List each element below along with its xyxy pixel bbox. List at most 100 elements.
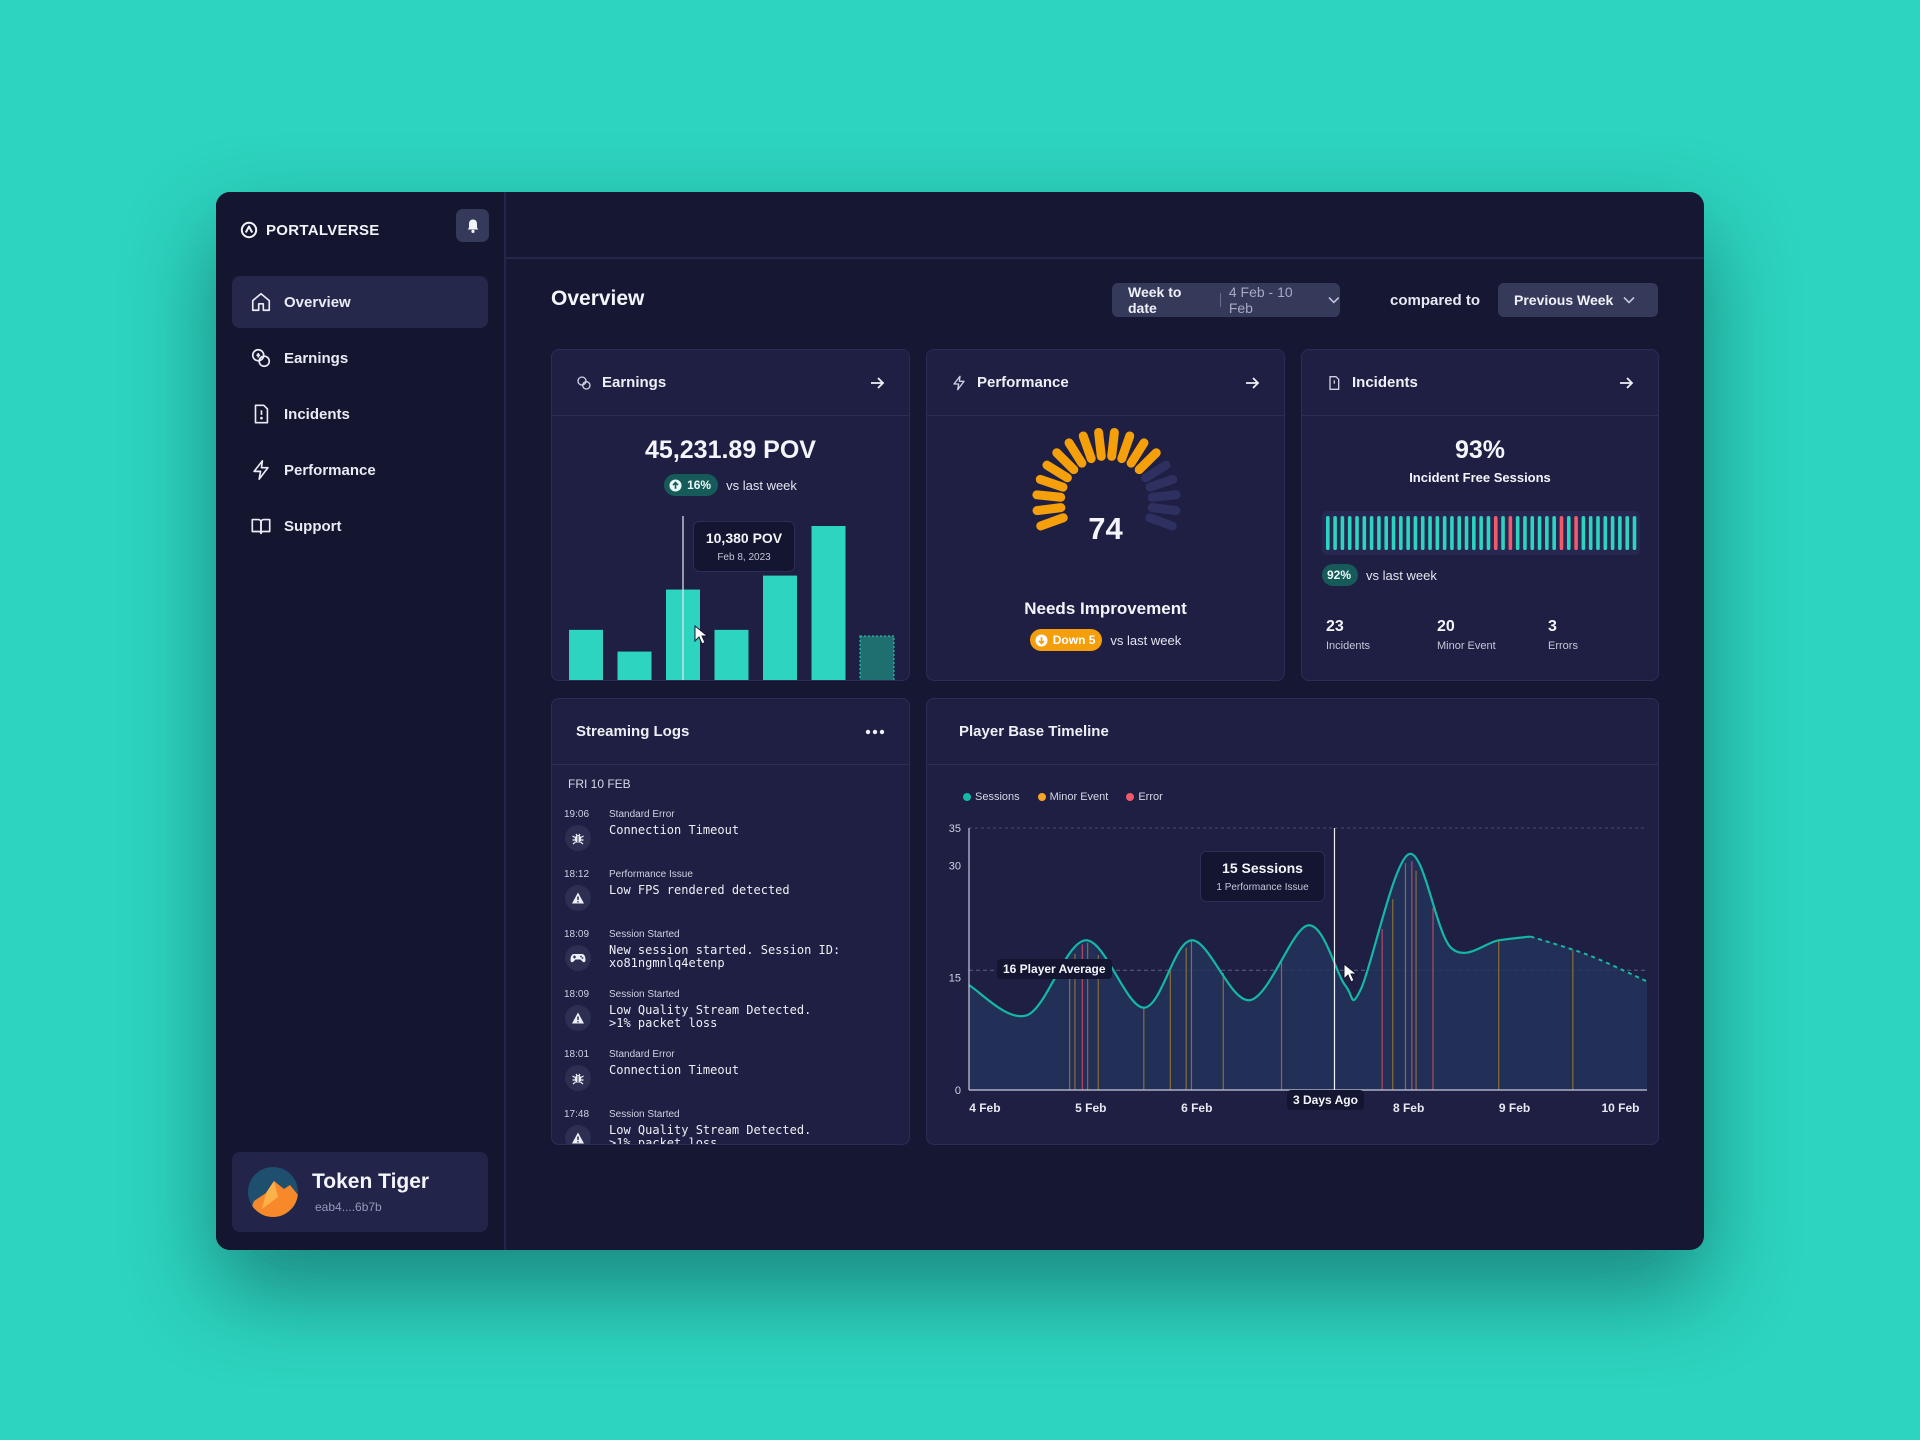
incidents-title: Incidents bbox=[1352, 374, 1418, 391]
log-entry[interactable]: 17:48 Session Started Low Quality Stream… bbox=[564, 1109, 904, 1144]
avatar bbox=[248, 1167, 298, 1217]
log-entry[interactable]: 18:12 Performance Issue Low FPS rendered… bbox=[564, 869, 904, 929]
earnings-change-badge: 16% bbox=[664, 474, 719, 496]
arrow-right-icon[interactable] bbox=[869, 375, 885, 391]
session-tick-ok bbox=[1435, 516, 1440, 550]
log-time: 18:09 bbox=[564, 989, 590, 1000]
y-tick-label: 0 bbox=[955, 1085, 961, 1097]
page-title: Overview bbox=[551, 287, 645, 310]
log-message: Low Quality Stream Detected. >1% packet … bbox=[609, 1003, 812, 1030]
session-tick-incident bbox=[1508, 516, 1513, 550]
session-tick-ok bbox=[1486, 516, 1491, 550]
session-tick-ok bbox=[1552, 516, 1556, 550]
performance-card: Performance 74 Needs Improvement Down 5 … bbox=[926, 349, 1285, 681]
timeline-legend: Sessions Minor Event Error bbox=[963, 791, 1163, 803]
session-tick-ok bbox=[1596, 516, 1600, 550]
more-options-icon[interactable] bbox=[865, 729, 885, 735]
log-category: Session Started bbox=[609, 929, 680, 940]
earnings-bar[interactable] bbox=[569, 629, 603, 681]
legend-sessions[interactable]: Sessions bbox=[963, 791, 1020, 803]
bell-icon bbox=[467, 219, 478, 233]
sidebar-item-incidents[interactable]: Incidents bbox=[232, 388, 488, 440]
earnings-tooltip-value: 10,380 POV bbox=[705, 530, 783, 546]
earnings-bar[interactable] bbox=[763, 575, 797, 681]
session-tick-ok bbox=[1399, 516, 1403, 550]
incidents-stat-label: Incidents bbox=[1326, 640, 1371, 652]
log-entry[interactable]: 19:06 Standard Error Connection Timeout bbox=[564, 809, 904, 869]
alert-file-icon bbox=[1329, 375, 1340, 390]
session-tick-ok bbox=[1326, 516, 1330, 550]
arrow-right-icon[interactable] bbox=[1618, 375, 1634, 391]
session-tick-ok bbox=[1545, 516, 1549, 550]
timeline-body: Sessions Minor Event Error 0 15 30 35 4 Feb 5… bbox=[927, 765, 1659, 1145]
user-profile-card[interactable]: Token Tiger eab4....6b7b bbox=[232, 1152, 488, 1232]
log-entry[interactable]: 18:09 Session Started New session starte… bbox=[564, 929, 904, 989]
performance-change-row: Down 5 vs last week bbox=[927, 629, 1284, 651]
arrow-right-icon[interactable] bbox=[1244, 375, 1260, 391]
minor-event-stat: 20 Minor Event bbox=[1437, 618, 1496, 652]
performance-change-suffix: vs last week bbox=[1110, 632, 1182, 648]
gamepad-icon bbox=[565, 945, 591, 971]
log-message: Connection Timeout bbox=[609, 1063, 740, 1077]
earnings-bar[interactable] bbox=[617, 651, 652, 681]
log-entry[interactable]: 18:01 Standard Error Connection Timeout bbox=[564, 1049, 904, 1109]
errors-stat: 3 Errors bbox=[1548, 618, 1578, 652]
x-tick-label: 4 Feb bbox=[969, 1101, 1000, 1115]
performance-rating: Needs Improvement bbox=[1024, 599, 1187, 618]
earnings-bar[interactable] bbox=[714, 629, 749, 681]
date-range-dropdown[interactable]: Week to date 4 Feb - 10 Feb bbox=[1112, 283, 1340, 317]
incidents-change-row: 92% vs last week bbox=[1322, 564, 1658, 586]
session-tick-ok bbox=[1369, 516, 1374, 550]
session-tick-ok bbox=[1450, 516, 1454, 550]
streaming-logs-list[interactable]: FRI 10 FEB 19:06 Standard Error Connecti… bbox=[552, 765, 909, 1144]
session-tick-ok bbox=[1530, 516, 1535, 550]
x-tick-label: 10 Feb bbox=[1602, 1101, 1640, 1115]
bug-icon bbox=[565, 1065, 591, 1091]
arrow-down-circle-icon bbox=[1035, 633, 1048, 647]
sidebar-item-label: Earnings bbox=[284, 349, 349, 367]
legend-minor-event[interactable]: Minor Event bbox=[1037, 791, 1108, 803]
earnings-change-value: 16% bbox=[687, 478, 712, 492]
earnings-bar-projected[interactable] bbox=[859, 635, 895, 681]
session-tick-ok bbox=[1377, 516, 1381, 550]
session-tick-ok bbox=[1457, 516, 1462, 550]
player-base-timeline-card: Player Base Timeline Sessions Minor Even… bbox=[926, 698, 1659, 1145]
sidebar-item-support[interactable]: Support bbox=[232, 500, 488, 552]
session-tick-ok bbox=[1347, 516, 1352, 550]
timeline-tooltip-title: 15 Sessions bbox=[1222, 860, 1303, 876]
session-tick-ok bbox=[1523, 516, 1527, 550]
log-date-header: FRI 10 FEB bbox=[568, 777, 631, 791]
gauge-segment-filled bbox=[1032, 490, 1066, 502]
gauge-segment-empty bbox=[1147, 490, 1181, 502]
gauge-segment-filled bbox=[1107, 427, 1119, 461]
sessions-area bbox=[969, 853, 1647, 1090]
earnings-bar[interactable] bbox=[811, 526, 846, 681]
sidebar-item-overview[interactable]: Overview bbox=[232, 276, 488, 328]
user-name: Token Tiger bbox=[312, 1170, 430, 1193]
session-tick-ok bbox=[1333, 516, 1337, 550]
legend-error[interactable]: Error bbox=[1126, 791, 1163, 803]
log-message: Connection Timeout bbox=[609, 823, 740, 837]
session-tick-ok bbox=[1566, 516, 1571, 550]
log-category: Standard Error bbox=[609, 1049, 675, 1060]
timeline-tooltip-sub: 1 Performance Issue bbox=[1216, 882, 1309, 893]
sidebar-item-earnings[interactable]: Earnings bbox=[232, 332, 488, 384]
gauge-segment-empty bbox=[1145, 513, 1177, 531]
x-tick-label: 6 Feb bbox=[1181, 1101, 1212, 1115]
cursor-icon bbox=[694, 624, 709, 645]
x-tick-label: 5 Feb bbox=[1075, 1101, 1106, 1115]
notifications-button[interactable] bbox=[456, 209, 489, 242]
session-tick-ok bbox=[1406, 516, 1410, 550]
session-tick-ok bbox=[1340, 516, 1345, 550]
log-entry[interactable]: 18:09 Session Started Low Quality Stream… bbox=[564, 989, 904, 1049]
marker-label: 3 Days Ago bbox=[1287, 1090, 1364, 1110]
timeline-chart[interactable]: 0 15 30 35 4 Feb 5 Feb 6 Feb 8 Feb 9 Feb 10 Feb bbox=[927, 765, 1659, 1145]
session-tick-ok bbox=[1464, 516, 1469, 550]
sidebar-item-performance[interactable]: Performance bbox=[232, 444, 488, 496]
brand[interactable]: PORTALVERSE bbox=[240, 216, 380, 244]
incidents-stat-value: 23 bbox=[1326, 618, 1344, 635]
log-message: Low FPS rendered detected bbox=[609, 883, 790, 897]
comparison-dropdown[interactable]: Previous Week bbox=[1498, 283, 1658, 317]
performance-gauge bbox=[1032, 427, 1181, 531]
incidents-card: Incidents 93% Incident Free Sessions 92%… bbox=[1301, 349, 1659, 681]
